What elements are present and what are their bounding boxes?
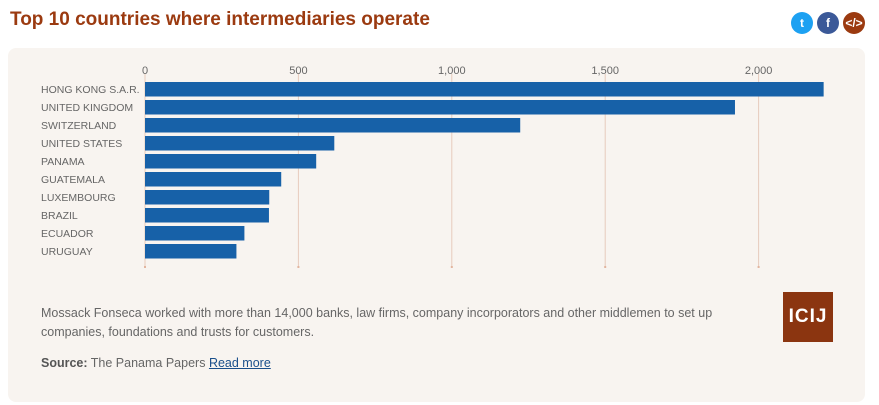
bar xyxy=(145,118,521,133)
bar xyxy=(145,226,245,241)
share-buttons: t f </> xyxy=(791,12,865,34)
x-tick-label: 1,000 xyxy=(438,65,466,77)
facebook-icon: f xyxy=(826,16,830,30)
x-tick-label: 500 xyxy=(289,65,307,77)
source-label: Source: xyxy=(41,356,88,370)
read-more-link[interactable]: Read more xyxy=(208,356,271,370)
chart-card: 0 500 1,000 1,500 2,000 HONG KONG S.A.R. UNITE… xyxy=(8,48,865,402)
icij-logo: ICIJ xyxy=(783,292,833,342)
bar xyxy=(145,190,270,205)
category-label: URUGUAY xyxy=(41,246,93,258)
embed-button[interactable]: </> xyxy=(843,12,865,34)
category-label: HONG KONG S.A.R. xyxy=(41,84,140,96)
x-tick-mark xyxy=(144,266,146,268)
category-label: GUATEMALA xyxy=(41,174,105,186)
x-tick-mark xyxy=(757,266,760,268)
bar xyxy=(145,154,317,169)
bar xyxy=(145,244,237,259)
category-label: SWITZERLAND xyxy=(41,120,117,132)
twitter-share-button[interactable]: t xyxy=(791,12,813,34)
facebook-share-button[interactable]: f xyxy=(817,12,839,34)
x-tick-mark xyxy=(450,266,453,268)
bar xyxy=(145,136,335,151)
category-label: BRAZIL xyxy=(41,210,78,222)
source-line: Source: The Panama Papers Read more xyxy=(41,356,271,370)
bar xyxy=(145,100,735,115)
x-tick-mark xyxy=(297,266,300,268)
bar xyxy=(145,208,269,223)
x-tick-label: 1,500 xyxy=(591,65,619,77)
category-label: UNITED STATES xyxy=(41,138,122,150)
category-label: LUXEMBOURG xyxy=(41,192,116,204)
bar-chart: 0 500 1,000 1,500 2,000 HONG KONG S.A.R. UNITE… xyxy=(41,65,824,268)
twitter-icon: t xyxy=(800,16,804,30)
category-label: ECUADOR xyxy=(41,228,94,240)
chart-caption: Mossack Fonseca worked with more than 14… xyxy=(41,306,713,339)
x-tick-label: 2,000 xyxy=(745,65,773,77)
bar xyxy=(145,172,282,187)
chart-title: Top 10 countries where intermediaries op… xyxy=(10,9,430,30)
source-text: The Panama Papers xyxy=(90,356,206,370)
bar xyxy=(145,82,824,97)
embed-code-icon: </> xyxy=(845,16,863,30)
x-tick-label: 0 xyxy=(142,65,148,77)
category-label: UNITED KINGDOM xyxy=(41,102,133,114)
category-label: PANAMA xyxy=(41,156,85,168)
x-tick-mark xyxy=(604,266,607,268)
